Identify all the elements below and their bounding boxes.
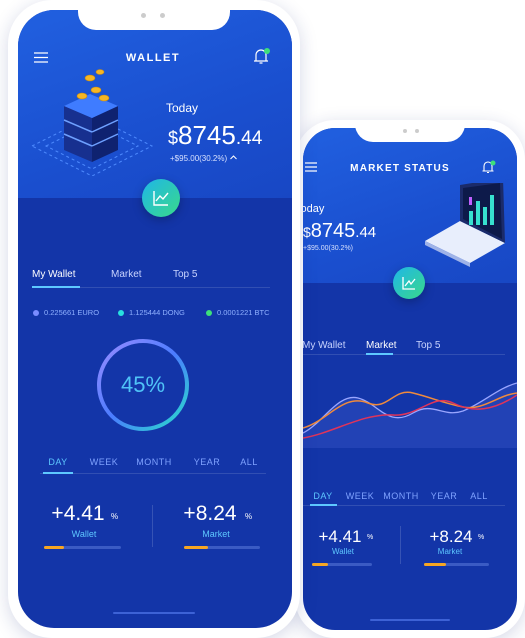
balance: $8745.44 bbox=[168, 120, 262, 151]
tab[interactable]: Top 5 bbox=[173, 269, 198, 280]
balance-change-text: +$95.00(30.2%) bbox=[170, 154, 228, 163]
period-indicator bbox=[43, 472, 73, 474]
tab[interactable]: Top 5 bbox=[416, 340, 441, 351]
chart-icon bbox=[153, 191, 169, 206]
server-illustration bbox=[30, 69, 154, 176]
stat-divider bbox=[400, 526, 401, 564]
line-chart bbox=[303, 382, 517, 448]
stat-divider bbox=[152, 505, 153, 547]
stat-value: +4.41 bbox=[51, 502, 105, 525]
legend-dot bbox=[206, 310, 212, 316]
period[interactable]: YEAR bbox=[430, 491, 458, 501]
stat-bar bbox=[424, 563, 489, 566]
tab[interactable]: Market bbox=[111, 269, 142, 280]
chart-button[interactable] bbox=[393, 267, 425, 299]
balance-label: Today bbox=[166, 101, 199, 115]
period[interactable]: MONTH bbox=[383, 491, 419, 501]
balance-whole: 8745 bbox=[178, 120, 236, 150]
period[interactable]: WEEK bbox=[345, 491, 375, 501]
stat-label: Wallet bbox=[332, 547, 354, 556]
legend-item: 0.225661 EURO bbox=[44, 308, 100, 317]
period[interactable]: DAY bbox=[313, 491, 333, 501]
chart-button[interactable] bbox=[142, 179, 180, 217]
period-indicator bbox=[310, 504, 337, 506]
balance-decimal: .44 bbox=[355, 224, 377, 241]
legend-dot bbox=[33, 310, 39, 316]
screen-title: WALLET bbox=[125, 52, 181, 64]
progress-label: 45% bbox=[120, 372, 166, 397]
tab[interactable]: My Wallet bbox=[303, 340, 346, 351]
period[interactable]: DAY bbox=[48, 457, 68, 467]
balance-label: Today bbox=[303, 203, 325, 215]
home-indicator bbox=[113, 612, 195, 614]
stat-bar bbox=[312, 563, 372, 566]
home-indicator bbox=[370, 619, 450, 621]
balance-change: +$95.00(30.2%) bbox=[303, 245, 354, 252]
laptop-illustration bbox=[425, 183, 505, 267]
stat-value: +8.24 bbox=[429, 527, 473, 546]
period[interactable]: MONTH bbox=[136, 457, 172, 467]
balance-change: +$95.00(30.2%) bbox=[170, 154, 238, 163]
tab-active[interactable]: My Wallet bbox=[32, 269, 76, 280]
stat-bar bbox=[44, 546, 121, 549]
stat-label: Wallet bbox=[71, 529, 97, 539]
stat-unit: % bbox=[478, 534, 485, 541]
balance-whole: 8745 bbox=[310, 220, 356, 242]
divider bbox=[40, 473, 266, 474]
notch bbox=[78, 0, 230, 30]
header-panel bbox=[18, 10, 292, 198]
stat-unit: % bbox=[111, 512, 119, 521]
stat-value: +4.41 bbox=[318, 527, 362, 546]
phone-market: MARKET STATUS Today $8745.44 +$95.00(30.… bbox=[295, 120, 525, 638]
divider bbox=[303, 354, 505, 355]
bell-icon[interactable] bbox=[252, 48, 270, 65]
legend-item: 1.125444 DONG bbox=[129, 308, 185, 317]
divider bbox=[303, 505, 505, 506]
progress-ring bbox=[97, 339, 189, 431]
screen: WALLET Today $8745.44 +$95.00(30.2%) My … bbox=[18, 10, 292, 628]
bell-icon[interactable] bbox=[481, 160, 497, 174]
period[interactable]: ALL bbox=[240, 457, 258, 467]
menu-icon[interactable] bbox=[305, 162, 317, 172]
stat-unit: % bbox=[367, 534, 374, 541]
chart-icon bbox=[402, 277, 416, 290]
divider bbox=[32, 287, 270, 288]
menu-icon[interactable] bbox=[34, 52, 48, 63]
stat-bar bbox=[184, 546, 260, 549]
notch bbox=[355, 120, 465, 142]
legend-item: 0.0001221 BTC bbox=[217, 308, 270, 317]
stat-value: +8.24 bbox=[183, 502, 237, 525]
balance: $8745.44 bbox=[303, 220, 376, 243]
period[interactable]: WEEK bbox=[89, 457, 119, 467]
stat-unit: % bbox=[245, 512, 253, 521]
tab-indicator bbox=[366, 353, 393, 355]
currency: $ bbox=[303, 224, 311, 240]
stat-label: Market bbox=[202, 529, 230, 539]
phone-wallet: WALLET Today $8745.44 +$95.00(30.2%) My … bbox=[8, 0, 300, 638]
period[interactable]: YEAR bbox=[193, 457, 221, 467]
screen: MARKET STATUS Today $8745.44 +$95.00(30.… bbox=[303, 128, 517, 630]
stat-label: Market bbox=[437, 547, 463, 556]
tab-indicator bbox=[32, 286, 80, 288]
currency: $ bbox=[168, 128, 179, 148]
legend-dot bbox=[118, 310, 124, 316]
balance-decimal: .44 bbox=[235, 128, 263, 149]
period[interactable]: ALL bbox=[470, 491, 488, 501]
up-caret bbox=[230, 155, 238, 160]
tab-active[interactable]: Market bbox=[366, 340, 397, 351]
screen-title: MARKET STATUS bbox=[350, 163, 450, 174]
